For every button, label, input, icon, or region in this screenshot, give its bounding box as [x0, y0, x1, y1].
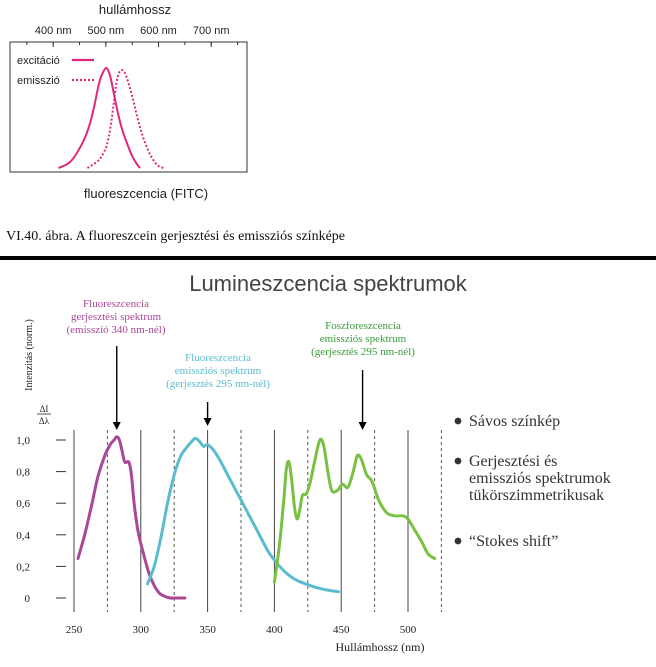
- y-tick-label: 0,8: [16, 467, 30, 479]
- fluorescence-excitation-line: [76, 435, 187, 600]
- fitc-tick-label: 400 nm: [35, 25, 72, 37]
- fluorescence-emission-line: [146, 436, 340, 594]
- y-tick-label: 0,6: [16, 498, 30, 510]
- annotation-line: emissziós spektrum: [175, 365, 262, 377]
- annotation-arrow-head: [358, 422, 367, 430]
- x-tick-label: 400: [266, 624, 283, 636]
- bullet-item: “Stokes shift”: [454, 533, 558, 550]
- fitc-series: [58, 66, 165, 169]
- luminescence-grid: [73, 430, 442, 612]
- luminescence-title: Lumineszcencia spektrumok: [189, 271, 468, 296]
- fitc-top-ticks: 400 nm 500 nm 600 nm 700 nm: [26, 25, 239, 47]
- bullet-text: Gerjesztési és: [469, 453, 557, 470]
- x-axis-label: Hullámhossz (nm): [336, 640, 425, 654]
- annotation-line: Fluoreszcencia: [185, 352, 251, 364]
- annotation-arrow-head: [112, 422, 121, 430]
- bullet-text: Sávos színkép: [469, 413, 560, 430]
- annotation-arrow-head: [203, 418, 212, 426]
- fitc-plot-frame: [9, 41, 248, 173]
- x-tick-label: 350: [199, 624, 216, 636]
- annotation-line: (gerjesztés 295 nm-nél): [166, 378, 270, 390]
- annotation-line: Foszforeszcencia: [325, 320, 401, 332]
- y-label-fraction-denominator: Δλ: [39, 416, 50, 426]
- bullet-item: Sávos színkép: [454, 413, 560, 430]
- phosphorescence-emission-line: [272, 437, 437, 584]
- x-tick-label: 450: [333, 624, 350, 636]
- fitc-emission-line: [86, 68, 165, 169]
- x-tick-label: 500: [400, 624, 417, 636]
- legend-excitation-label: excitáció: [17, 55, 60, 67]
- bullet-dot: [454, 417, 462, 425]
- annotation-line: emissziós spektrum: [320, 333, 407, 345]
- y-tick-label: 1,0: [16, 435, 30, 447]
- fitc-tick-label: 700 nm: [193, 25, 230, 37]
- y-tick-label: 0,2: [16, 561, 30, 573]
- annotation-line: (emisszió 340 nm-nél): [67, 324, 166, 336]
- bullet-text: emissziós spektrumok: [469, 470, 611, 487]
- y-label-fraction-numerator: ΔI: [40, 404, 49, 414]
- fitc-tick-label: 500 nm: [88, 25, 125, 37]
- luminescence-chart: Lumineszcencia spektrumok 0 0,2 0,4 0,6 0,8 1…: [16, 271, 468, 654]
- bullet-text: “Stokes shift”: [469, 533, 558, 550]
- y-tick-label: 0,4: [16, 530, 30, 542]
- luminescence-axes: 0 0,2 0,4 0,6 0,8 1,0 250 300 350 400 450 500: [16, 435, 417, 636]
- bullet-dot: [454, 457, 462, 465]
- fitc-x-axis-label: fluoreszcencia (FITC): [84, 186, 208, 201]
- annotation-line: gerjesztési spektrum: [71, 311, 162, 323]
- y-tick-label: 0: [25, 593, 31, 605]
- legend-emission-label: emisszió: [17, 75, 60, 87]
- x-tick-label: 250: [66, 624, 83, 636]
- y-axis-label: Intenzitás (norm.): [24, 319, 35, 391]
- bullet-dot: [454, 537, 462, 545]
- x-tick-label: 300: [133, 624, 150, 636]
- fitc-chart: hullámhossz 400 nm 500 nm 600 nm 700 nm exc…: [9, 2, 248, 201]
- fitc-excitation-line: [58, 66, 141, 169]
- luminescence-series: [76, 435, 437, 600]
- figure-caption: VI.40. ábra. A fluoreszcein gerjesztési …: [6, 229, 345, 244]
- annotation-line: (gerjesztés 295 nm-nél): [311, 346, 415, 358]
- bullet-text: tükörszimmetrikusak: [469, 487, 604, 504]
- fitc-tick-label: 600 nm: [140, 25, 177, 37]
- annotation-line: Fluoreszcencia: [83, 298, 149, 310]
- fitc-top-axis-label: hullámhossz: [99, 2, 171, 17]
